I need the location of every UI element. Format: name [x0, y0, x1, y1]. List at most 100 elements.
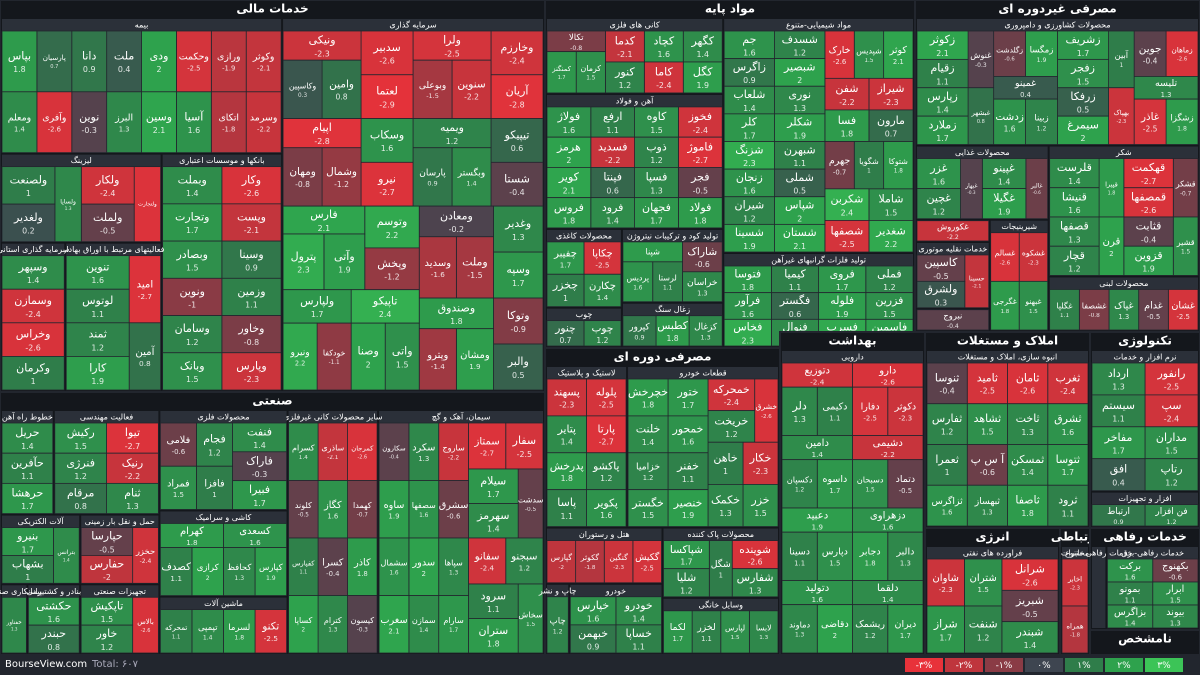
stock-name: پکویر — [594, 496, 618, 509]
industry-title: ماشین آلات — [204, 598, 243, 608]
stock-name: گکیش — [635, 551, 660, 563]
stock-name: فسا — [838, 114, 856, 127]
stock-change: 1.5 — [1170, 597, 1181, 605]
stock-tile — [852, 362, 924, 388]
stock-change: 1.7 — [311, 310, 324, 319]
stock-change: 1.5 — [731, 635, 740, 641]
stock-name: تلیسه — [1155, 78, 1178, 89]
stock-change: -1 — [188, 301, 196, 310]
stock-tile — [505, 422, 544, 470]
stock-name: بالاس — [137, 618, 154, 626]
stock-change: -2.6 — [833, 58, 846, 66]
stock-name: نوین — [79, 110, 99, 123]
stock-name: چکاپا — [592, 249, 613, 260]
stock-tile — [546, 51, 577, 94]
stock-change: -2.9 — [379, 100, 394, 109]
stock-change: 1.4 — [561, 437, 573, 446]
stock-tile — [106, 91, 142, 154]
stock-tile — [964, 558, 1003, 607]
stock-change: -0.3 — [82, 126, 97, 135]
stock-name: حفارس — [90, 557, 124, 570]
stock-name: شستا — [504, 172, 530, 185]
stock-tile — [468, 422, 507, 470]
stock-change: 1 — [719, 572, 723, 580]
stock-tile — [546, 489, 587, 527]
stock-change: 1.5 — [586, 76, 595, 82]
stock-tile — [853, 141, 885, 190]
stock-tile — [1007, 444, 1049, 486]
stock-change: 0.4 — [118, 65, 131, 74]
stock-name: فاراک — [246, 454, 273, 467]
industry-title: کاشی و سرامیک — [196, 513, 252, 522]
stock-name: ارداد — [1108, 367, 1129, 380]
stock-change: -2.5 — [839, 240, 854, 249]
stock-change: -1.5 — [426, 92, 439, 100]
stock-name: شکلر — [786, 116, 812, 129]
legend-label: ۱% — [1077, 661, 1091, 671]
stock-tile — [1007, 484, 1049, 527]
stock-change: 1.4 — [597, 293, 609, 302]
stock-change: 1.9 — [1037, 57, 1047, 64]
stock-name: حخزر — [135, 546, 155, 556]
industry-title: خدمات رفاهی متنوع — [1065, 549, 1133, 558]
stock-change: 2.1 — [893, 58, 904, 66]
stock-change: 2 — [833, 632, 837, 640]
industry-title: شیرینیجات — [1001, 222, 1037, 231]
stock-tile — [770, 292, 819, 320]
industry-title: فعالیتهای مرتبط با اوراق بهادار — [61, 245, 164, 254]
legend-label: ۳% — [1157, 661, 1171, 671]
stock-name: وکرمان — [16, 361, 50, 374]
stock-tile — [781, 580, 853, 606]
stock-name: شپدیس — [856, 47, 881, 56]
stock-name: لکما — [670, 622, 686, 633]
stock-change: 1.6 — [381, 144, 394, 153]
industry-title: افزار و تجهیزات — [1118, 494, 1171, 503]
stock-tile — [288, 422, 319, 481]
stock-tile — [54, 422, 107, 454]
stock-change: -2.8 — [509, 100, 524, 109]
stock-tile — [852, 604, 889, 654]
stock-tile — [723, 30, 775, 60]
stock-name: ومعادن — [440, 209, 473, 222]
legend-label: -۱% — [996, 661, 1013, 671]
stock-name: حکشتی — [36, 599, 71, 612]
stock-tile — [1172, 216, 1199, 276]
stock-name: کهمدا — [353, 501, 372, 510]
stock-name: فزرین — [875, 294, 903, 307]
stock-name: غزر — [929, 162, 947, 175]
stock-name: قزوین — [1135, 249, 1163, 262]
legend-swatch — [1145, 658, 1183, 672]
stock-name: زمگسا — [1030, 44, 1054, 55]
stock-name: زدشت — [995, 111, 1024, 123]
stock-tile — [546, 106, 592, 138]
stock-name: فجهان — [642, 201, 671, 214]
stock-tile — [723, 223, 775, 253]
stock-change: 1.2 — [977, 633, 990, 642]
stock-change: 1.6 — [1062, 428, 1075, 437]
stock-name: قچار — [1063, 249, 1085, 262]
stock-name: چاپ — [550, 616, 566, 626]
stock-tile — [254, 547, 287, 596]
stock-tile — [384, 322, 420, 391]
stock-change: 1.3 — [234, 575, 244, 582]
stock-change: 1.1 — [663, 285, 673, 291]
stock-tile — [1, 322, 65, 357]
stock-name: کسرام — [292, 444, 315, 453]
stock-change: 1.8 — [894, 169, 903, 175]
stock-change: 1.6 — [327, 512, 338, 520]
stock-change: 1.4 — [642, 438, 655, 447]
stock-tile — [990, 280, 1020, 331]
stock-change: 1.9 — [811, 523, 823, 532]
stock-name: فخوز — [688, 110, 712, 123]
stock-change: -0.5 — [298, 513, 309, 519]
stock-change: 1.2 — [932, 207, 945, 216]
stock-name: رانفور — [1157, 367, 1186, 380]
stock-tile — [723, 318, 772, 347]
stock-change: 1.2 — [101, 643, 114, 652]
industry-title: محصولات لبنی — [1099, 279, 1148, 288]
industry-title: خدمات رفاهی-برق — [1121, 549, 1184, 558]
stock-change: 1.4 — [1024, 641, 1037, 650]
stock-tile — [590, 136, 635, 168]
stock-name: دیران — [895, 619, 917, 630]
stock-tile — [317, 480, 348, 539]
